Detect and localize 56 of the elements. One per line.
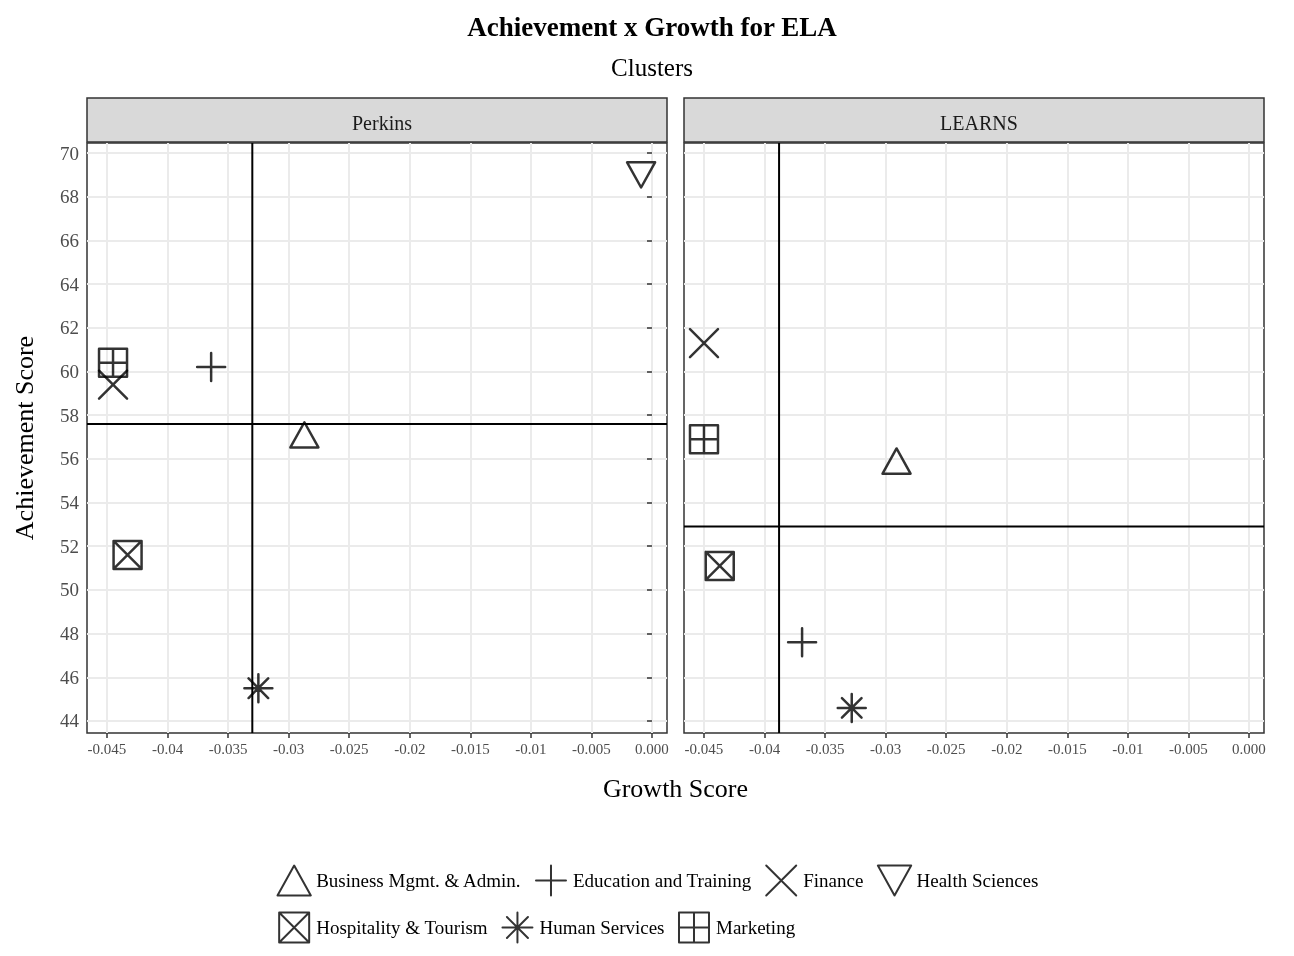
- point: [881, 447, 912, 475]
- x-tick-label: -0.02: [991, 740, 1023, 757]
- legend-label: Business Mgmt. & Admin.: [316, 870, 521, 891]
- legend-label: Marketing: [716, 917, 796, 938]
- point: [112, 539, 143, 571]
- text: Achievement x Growth for ELA: [467, 11, 838, 42]
- legend-label: Finance: [803, 870, 864, 891]
- y-tick-label: 48: [60, 623, 79, 645]
- y-tick-label: 62: [60, 317, 79, 339]
- x-tick-label: -0.035: [805, 740, 845, 757]
- point: [97, 347, 129, 378]
- x-tick-label: -0.045: [684, 740, 724, 757]
- point: [243, 672, 274, 704]
- point: [688, 423, 720, 455]
- legend-label: Human Services: [539, 917, 665, 938]
- point: [836, 692, 867, 724]
- y-tick-label: 68: [60, 186, 79, 208]
- x-tick-label: -0.015: [1047, 740, 1087, 757]
- x-tick-label: -0.01: [1112, 740, 1144, 757]
- x-tick-label: -0.025: [926, 740, 966, 757]
- x-tick-label: -0.04: [748, 740, 781, 757]
- y-tick-label: 52: [60, 535, 79, 557]
- x-tick-label: -0.025: [329, 740, 369, 757]
- x-axis-title: Growth Score: [602, 773, 749, 803]
- x-tick-label: -0.005: [1169, 740, 1208, 757]
- x-tick-label: -0.04: [151, 740, 184, 757]
- x-tick-label: 0.000: [635, 740, 669, 757]
- x-tick-label: -0.01: [515, 740, 547, 757]
- y-tick-label: 56: [60, 448, 79, 470]
- y-tick-label: 70: [60, 142, 79, 164]
- legend-label: Health Sciences: [916, 870, 1039, 891]
- y-tick-label: 46: [60, 666, 79, 688]
- x-tick-label: -0.02: [394, 740, 426, 757]
- y-axis-title: Achievement Score: [9, 335, 39, 541]
- y-tick-label: 58: [60, 404, 79, 426]
- legend-label: Hospitality & Tourism: [316, 917, 488, 938]
- y-tick-label: 66: [60, 229, 79, 251]
- point: [704, 550, 735, 582]
- y-tick-label: 60: [60, 360, 79, 382]
- y-tick-label: 64: [60, 273, 80, 295]
- x-tick-label: -0.045: [87, 740, 127, 757]
- chart-title: LEARNS: [940, 112, 1018, 134]
- point: [289, 420, 320, 449]
- chart-title: Perkins: [352, 112, 413, 134]
- x-tick-label: -0.015: [450, 740, 490, 757]
- x-tick-label: -0.035: [208, 740, 248, 757]
- text: Clusters: [611, 54, 693, 81]
- x-tick-label: -0.005: [572, 740, 611, 757]
- y-tick-label: 50: [60, 579, 79, 601]
- y-tick-label: 44: [60, 710, 80, 732]
- x-tick-label: 0.000: [1232, 740, 1266, 757]
- x-tick-label: -0.03: [273, 740, 305, 757]
- y-tick-label: 54: [60, 492, 80, 514]
- legend-label: Education and Training: [572, 870, 752, 891]
- point: [625, 161, 657, 189]
- x-tick-label: -0.03: [870, 740, 902, 757]
